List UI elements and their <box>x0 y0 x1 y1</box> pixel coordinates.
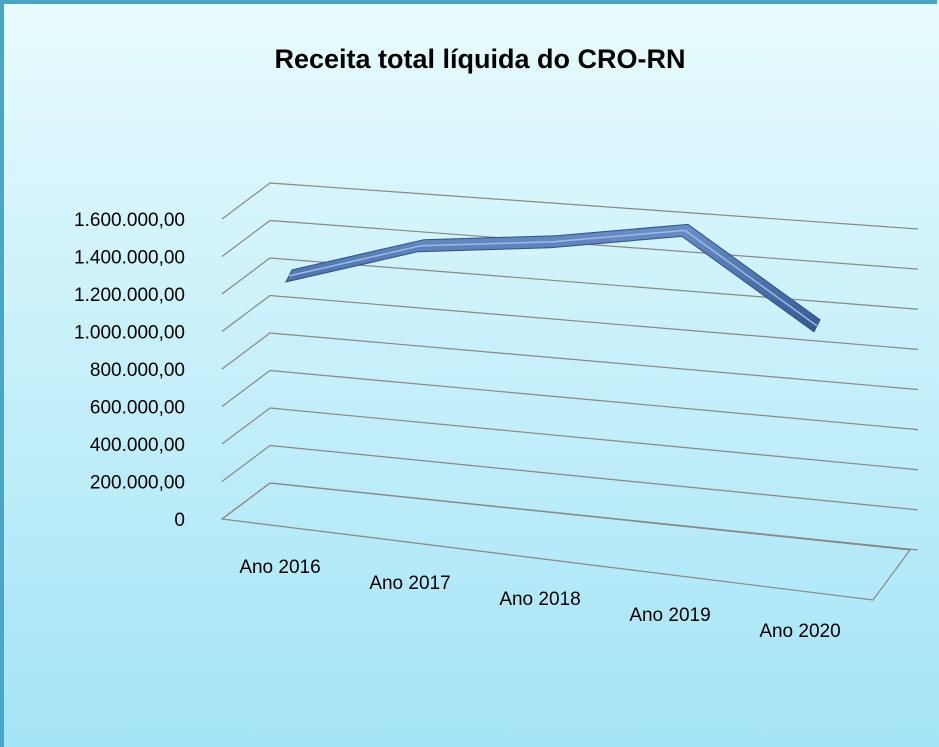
grid-line <box>221 219 919 270</box>
x-tick-label: Ano 2020 <box>759 621 840 642</box>
x-tick-label: Ano 2019 <box>629 605 710 626</box>
grid-line <box>221 482 919 551</box>
x-tick-label: Ano 2018 <box>499 589 580 610</box>
line <box>288 229 818 327</box>
grid-line <box>221 294 919 350</box>
grid-line <box>221 407 919 471</box>
y-tick-label: 600.000,00 <box>90 398 185 419</box>
grid-line <box>221 369 919 431</box>
y-tick-label: 1.600.000,00 <box>74 210 185 231</box>
x-tick-label: Ano 2017 <box>369 573 450 594</box>
y-tick-label: 800.000,00 <box>90 360 185 381</box>
y-tick-label: 1.200.000,00 <box>74 285 185 306</box>
y-tick-label: 1.000.000,00 <box>74 323 185 344</box>
grid-line <box>221 257 919 310</box>
grid-line <box>221 444 919 511</box>
y-tick-label: 0 <box>174 510 185 531</box>
grid-line <box>221 332 919 391</box>
y-tick-label: 1.400.000,00 <box>74 248 185 269</box>
y-tick-label: 400.000,00 <box>90 435 185 456</box>
grid-line <box>221 182 919 230</box>
ribbon-side <box>285 223 821 333</box>
chart-title: Receita total líquida do CRO-RN <box>274 44 685 74</box>
y-tick-label: 200.000,00 <box>90 473 185 494</box>
x-tick-label: Ano 2016 <box>239 557 320 578</box>
